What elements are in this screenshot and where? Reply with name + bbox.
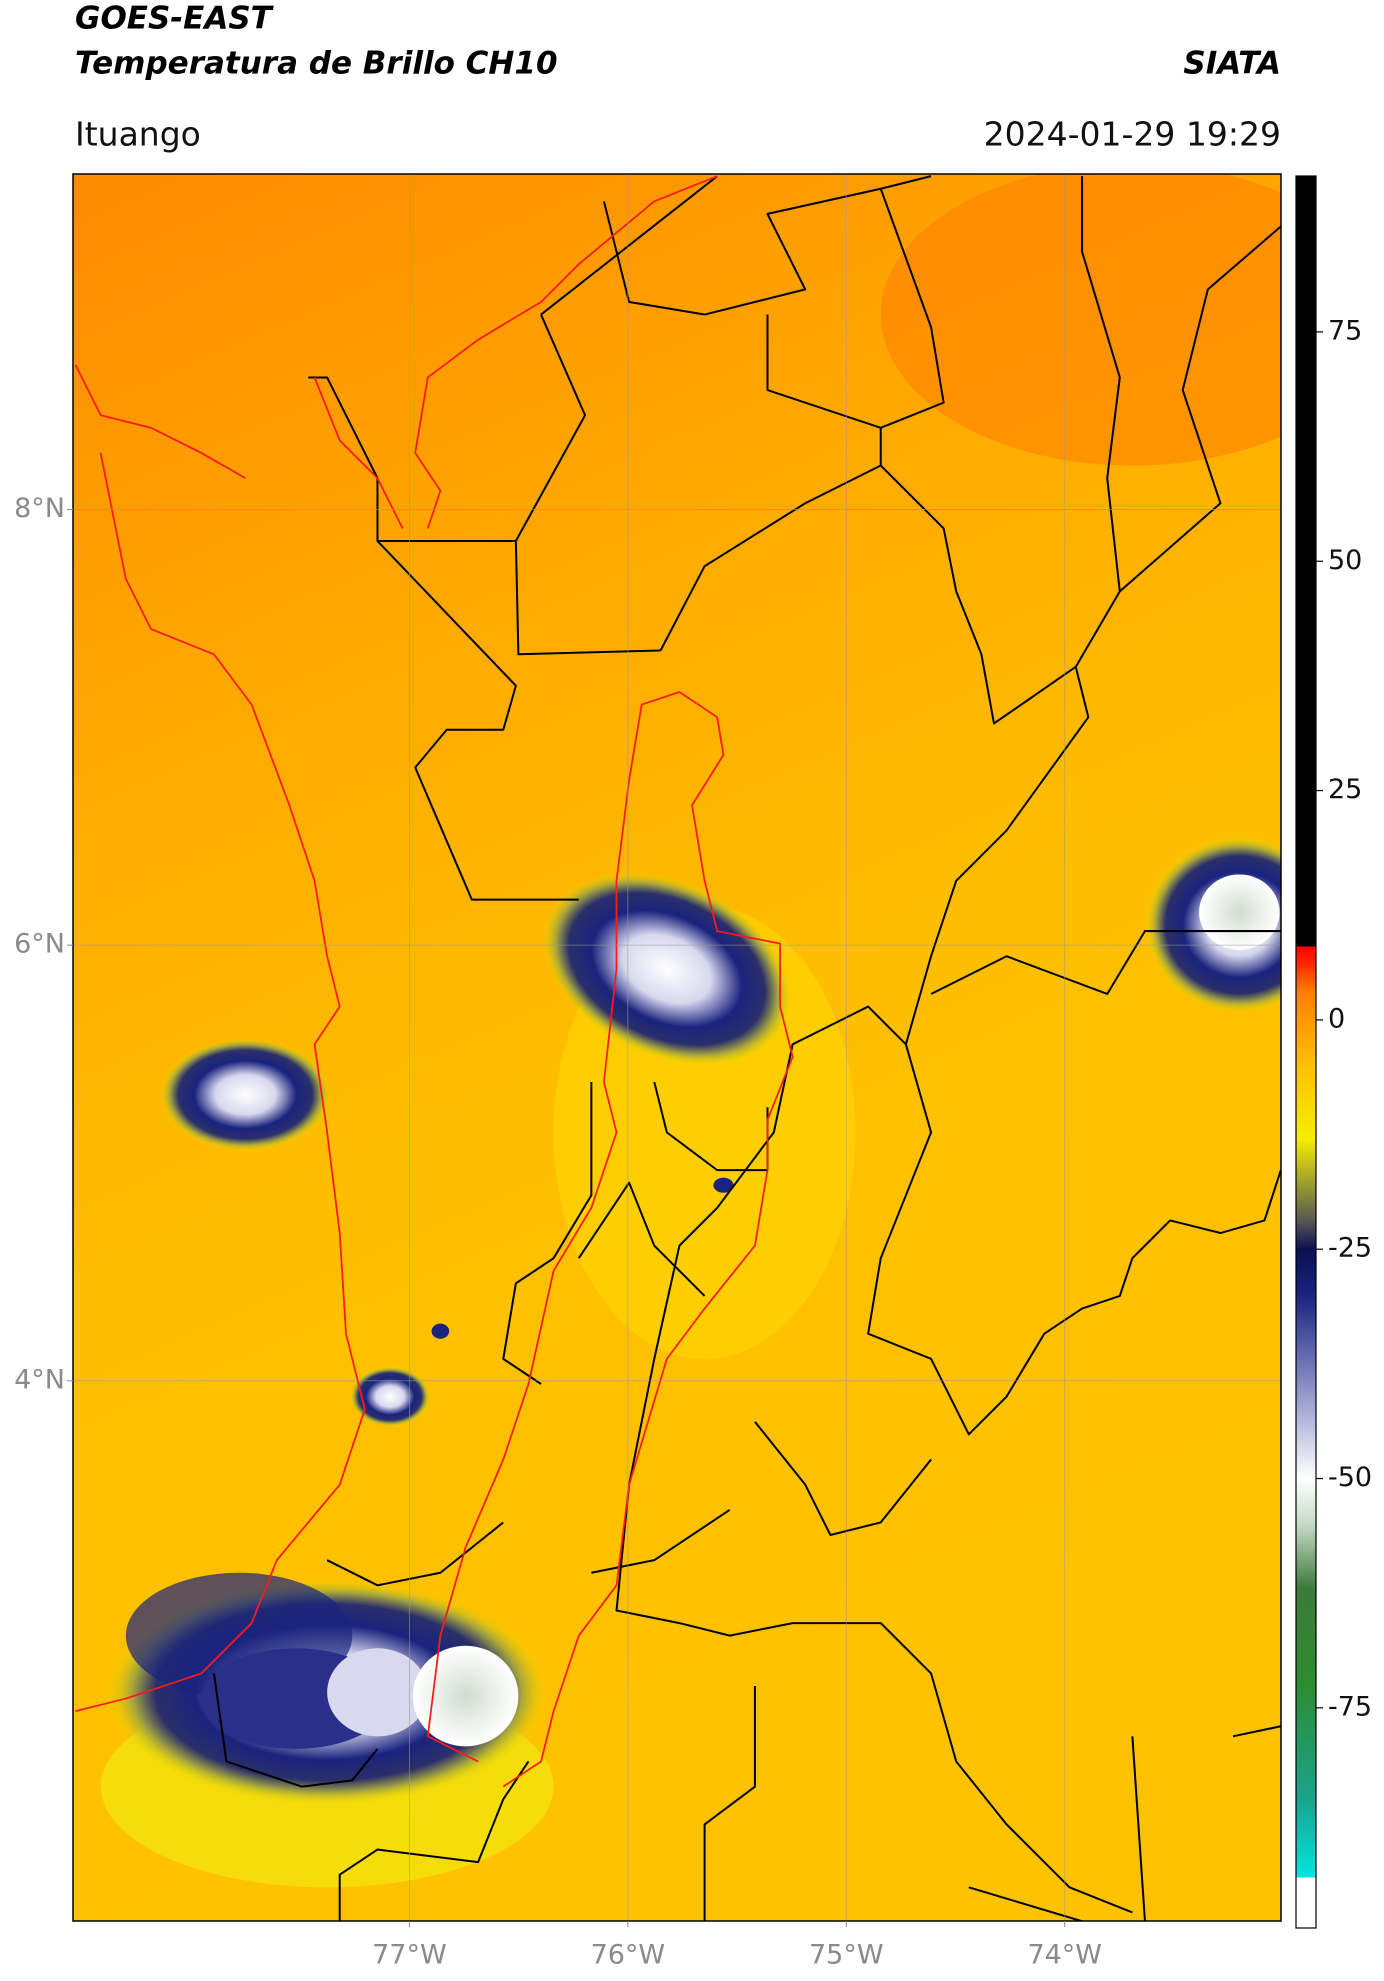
colorbar bbox=[1295, 175, 1317, 1929]
map-features bbox=[74, 174, 1281, 1921]
colorbar-tick-label: -25 bbox=[1328, 1233, 1372, 1264]
y-tick-label: 4°N bbox=[14, 1364, 65, 1395]
colorbar-tick-label: -50 bbox=[1328, 1462, 1372, 1493]
map-frame bbox=[72, 173, 1282, 1922]
x-tick-label: 74°W bbox=[1027, 1940, 1102, 1971]
y-tick-label: 6°N bbox=[14, 929, 65, 960]
x-tick-label: 76°W bbox=[591, 1940, 666, 1971]
subtitle: Temperatura de Brillo CH10 bbox=[75, 46, 558, 82]
x-tick-label: 75°W bbox=[809, 1940, 884, 1971]
colorbar-tick-label: 75 bbox=[1328, 315, 1362, 346]
brand: SIATA bbox=[1183, 46, 1281, 82]
x-tick-label: 77°W bbox=[372, 1940, 447, 1971]
colorbar-tick-label: 0 bbox=[1328, 1003, 1345, 1034]
datetime: 2024-01-29 19:29 bbox=[984, 115, 1281, 154]
location: Ituango bbox=[75, 115, 201, 154]
colorbar-tick-label: 50 bbox=[1328, 545, 1362, 576]
colorbar-tick-label: -75 bbox=[1328, 1691, 1372, 1722]
colorbar-tick-label: 25 bbox=[1328, 774, 1362, 805]
grid bbox=[73, 174, 1281, 1921]
title: GOES-EAST bbox=[75, 1, 275, 37]
y-tick-label: 8°N bbox=[14, 493, 65, 524]
map bbox=[73, 174, 1281, 1921]
